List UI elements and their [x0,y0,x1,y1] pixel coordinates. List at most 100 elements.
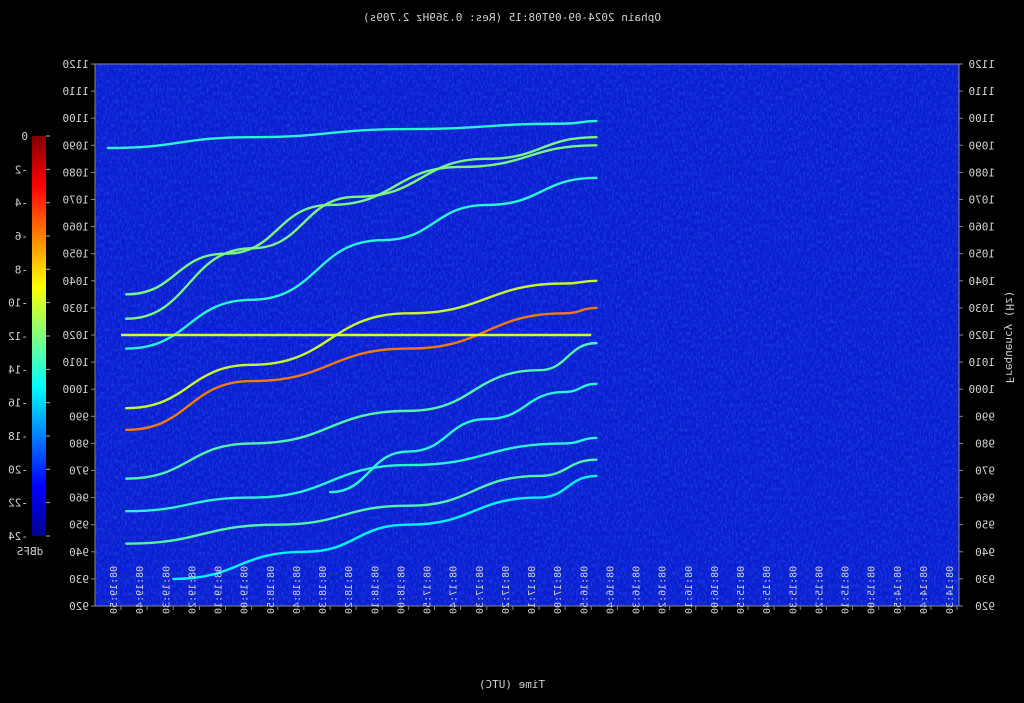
colorbar: 0 -2 -4 -6 -8 -10 -12 -14 -16 -18 -20 -22 -24 dBFS [8,130,50,558]
colorbar-tick-label: -4 [14,197,28,210]
y-tick-label-right: 1040 [969,275,996,288]
x-tick-label: 08:19:50 [109,566,120,614]
signal-trace [172,474,598,581]
colorbar-label: dBFS [17,545,44,558]
signal-trace [125,144,598,296]
x-tick-label: 08:15:30 [788,566,799,614]
colorbar-tick-label: -10 [8,297,28,310]
y-tick-label-right: 1070 [969,194,996,207]
colorbar-gradient [32,136,46,536]
colorbar-tick-label: -20 [8,463,28,476]
colorbar-tick-label: -2 [15,163,28,176]
y-tick-label-right: 1100 [969,112,996,125]
x-tick-label: 08:16:20 [658,566,669,614]
y-tick-label-left: 970 [69,465,89,478]
x-tick-label: 08:18:00 [396,566,407,614]
y-tick-label-right: 1000 [969,383,996,396]
signal-trace [328,382,598,494]
x-tick-label: 08:18:50 [266,566,277,614]
x-tick-label: 08:17:40 [449,566,460,614]
signal-trace [125,279,598,410]
y-axis-label: Frequency (Hz) [1003,291,1016,384]
x-tick-label: 08:16:10 [684,566,695,614]
y-tick-label-left: 1080 [63,166,90,179]
y-tick-label-right: 920 [975,600,995,613]
y-tick-label-left: 1060 [63,221,90,234]
x-tick-label: 08:18:30 [318,566,329,614]
x-tick-label: 08:15:00 [867,566,878,614]
x-tick-label: 08:17:20 [501,566,512,614]
x-tick-label: 08:16:40 [605,566,616,614]
y-tick-label-left: 1100 [63,112,90,125]
y-tick-label-right: 1030 [969,302,996,315]
y-tick-label-right: 950 [975,519,995,532]
signal-trace [125,436,598,513]
y-tick-label-right: 1010 [969,356,996,369]
plot-area [95,64,959,606]
x-tick-label: 08:17:10 [527,566,538,614]
colorbar-tick-label: -24 [8,530,28,543]
colorbar-tick-label: -6 [15,230,28,243]
y-tick-label-right: 1090 [969,139,996,152]
y-tick-label-left: 940 [69,546,89,559]
colorbar-tick-label: -8 [15,263,28,276]
y-tick-label-left: 1050 [63,248,90,261]
x-tick-label: 08:17:30 [475,566,486,614]
x-tick-label: 08:19:40 [135,566,146,614]
x-tick-label: 08:15:10 [841,566,852,614]
y-tick-label-right: 940 [975,546,995,559]
y-tick-label-right: 990 [975,410,995,423]
signal-trace [125,458,598,545]
x-tick-label: 08:19:20 [187,566,198,614]
x-tick-label: 08:18:40 [292,566,303,614]
x-tick-label: 08:14:50 [893,566,904,614]
y-tick-label-left: 980 [69,437,89,450]
signal-trace [106,119,598,150]
y-tick-label-left: 1030 [63,302,90,315]
signal-trace [125,135,598,320]
colorbar-tick-label: -14 [8,363,28,376]
x-tick-label: 08:18:10 [370,566,381,614]
signal-trace [125,176,598,350]
x-tick-label: 08:16:30 [632,566,643,614]
x-tick-label: 08:18:20 [344,566,355,614]
y-tick-label-right: 960 [975,492,995,505]
y-tick-label-right: 930 [975,573,995,586]
y-axis-right: 1120 1110 1100 1090 1080 1070 1060 1050 1040 1030… [959,58,995,613]
x-tick-label: 08:16:00 [710,566,721,614]
y-tick-label-left: 990 [69,410,89,423]
y-tick-label-left: 1010 [63,356,90,369]
signal-traces [106,119,598,581]
x-tick-label: 08:15:40 [762,566,773,614]
chart-title: Ophain 2024-09-09T08:15 (Res: 0.369Hz 2.… [363,11,661,24]
x-tick-label: 08:15:20 [814,566,825,614]
y-tick-label-left: 1110 [63,85,90,98]
x-tick-label: 08:17:00 [553,566,564,614]
x-axis: 08:19:50 08:19:40 08:19:30 08:19:20 08:19:10… [109,566,958,614]
y-tick-label-right: 1060 [969,221,996,234]
colorbar-tick-label: -22 [8,497,28,510]
y-tick-label-right: 1120 [969,58,996,71]
y-tick-label-left: 960 [69,492,89,505]
colorbar-tick-label: -18 [8,430,28,443]
y-tick-label-left: 1040 [63,275,90,288]
x-tick-label: 08:19:00 [240,566,251,614]
signal-trace [125,341,598,480]
x-tick-label: 08:15:50 [736,566,747,614]
x-axis-label: Time (UTC) [479,678,545,691]
x-tick-label: 08:19:10 [214,566,225,614]
y-tick-label-right: 980 [975,437,995,450]
y-tick-label-left: 920 [69,600,89,613]
x-tick-label: 08:16:50 [579,566,590,614]
y-tick-label-left: 1000 [63,383,90,396]
y-tick-label-left: 1020 [63,329,90,342]
y-tick-label-left: 930 [69,573,89,586]
y-tick-label-right: 1110 [969,85,996,98]
y-tick-label-right: 1080 [969,166,996,179]
y-tick-label-right: 1050 [969,248,996,261]
y-tick-label-right: 970 [975,465,995,478]
colorbar-ticks: 0 -2 -4 -6 -8 -10 -12 -14 -16 -18 -20 -22 -24 [8,130,50,543]
y-tick-label-left: 1070 [63,194,90,207]
x-tick-label: 08:14:30 [945,566,956,614]
